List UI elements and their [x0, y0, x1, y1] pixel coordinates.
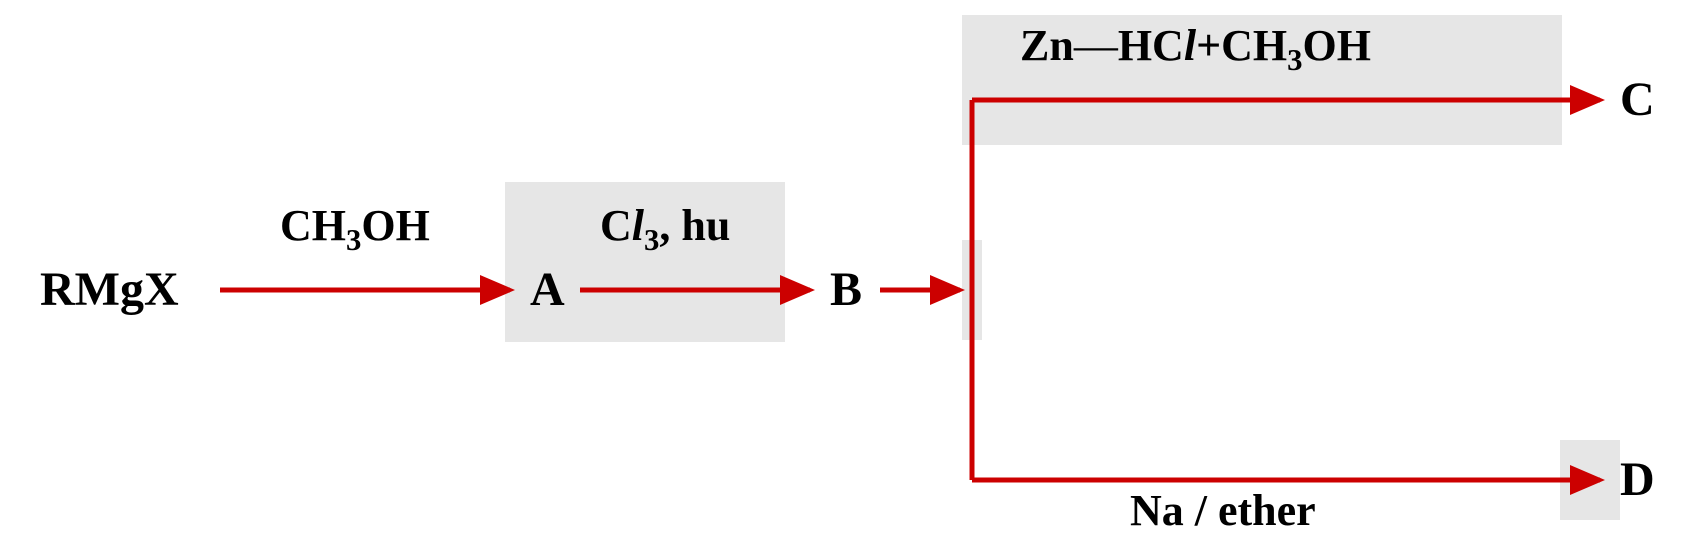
node-C-label: C — [1620, 73, 1655, 126]
node-D: D — [1620, 452, 1655, 507]
node-A: A — [530, 262, 565, 317]
node-C: C — [1620, 72, 1655, 127]
label-r3-sub: 3 — [1287, 43, 1302, 77]
label-r1: CH3OH — [280, 200, 430, 258]
node-B: B — [830, 262, 862, 317]
label-r3-mid: HC — [1118, 21, 1184, 70]
label-r2-tail: , hu — [659, 201, 730, 250]
node-start-label: RMgX — [40, 263, 179, 316]
label-r1-sub: 3 — [346, 223, 361, 257]
label-r3-pre: Zn — [1020, 21, 1074, 70]
gray-bg-3 — [962, 240, 982, 340]
label-r3: Zn—HCl+CH3OH — [1020, 20, 1371, 78]
label-r2-sub: 3 — [644, 223, 659, 257]
label-r2: Cl3, hu — [600, 200, 730, 258]
node-A-label: A — [530, 263, 565, 316]
label-r3-l: l — [1184, 21, 1196, 70]
label-r4-text: Na / ether — [1130, 486, 1316, 535]
label-r3-dash: — — [1074, 21, 1118, 70]
node-start: RMgX — [40, 262, 179, 317]
label-r4: Na / ether — [1130, 485, 1316, 536]
diagram-canvas: RMgX A B C D CH3OH Cl3, hu Zn—HCl+CH3OH … — [0, 0, 1688, 544]
label-r1-tail: OH — [361, 201, 429, 250]
label-r2-C: C — [600, 201, 632, 250]
node-D-label: D — [1620, 453, 1655, 506]
label-r1-pre: CH — [280, 201, 346, 250]
label-r2-l: l — [632, 201, 644, 250]
label-r3-tail: OH — [1303, 21, 1371, 70]
label-r3-plus: +CH — [1196, 21, 1287, 70]
gray-bg-4 — [1560, 440, 1620, 520]
node-B-label: B — [830, 263, 862, 316]
